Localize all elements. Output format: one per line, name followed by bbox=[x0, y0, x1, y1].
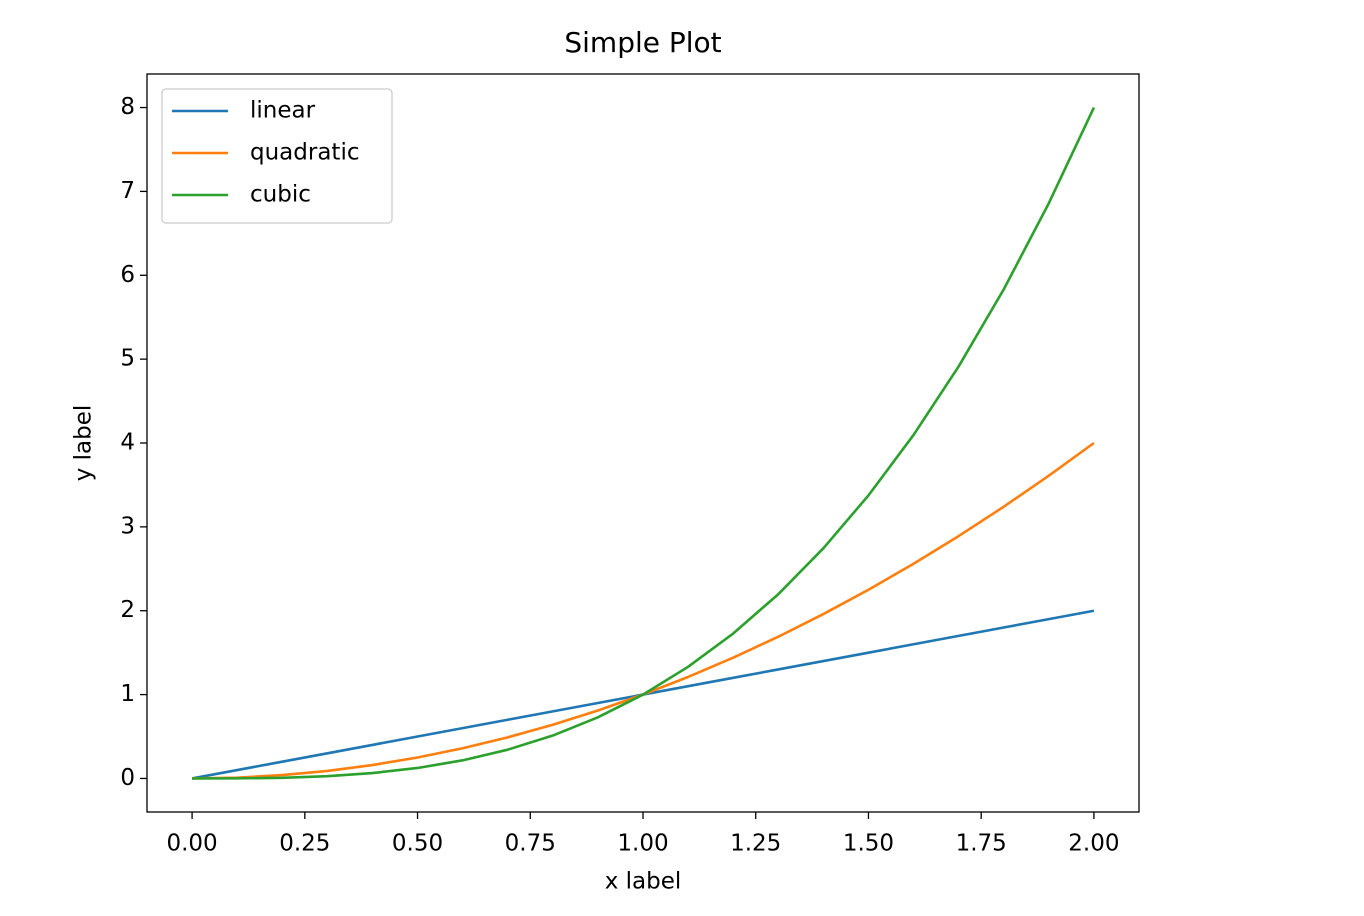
y-tick-label: 8 bbox=[120, 94, 135, 120]
chart-title: Simple Plot bbox=[564, 26, 721, 59]
x-tick-label: 0.75 bbox=[505, 831, 556, 857]
x-tick-label: 1.50 bbox=[843, 831, 894, 857]
y-tick-label: 7 bbox=[120, 178, 135, 204]
line-series bbox=[192, 441, 1095, 780]
x-tick-label: 1.25 bbox=[730, 831, 781, 857]
y-tick-label: 0 bbox=[120, 765, 135, 791]
x-tick-label: 0.50 bbox=[392, 831, 443, 857]
x-axis-label: x label bbox=[605, 869, 682, 895]
y-tick-label: 6 bbox=[120, 262, 135, 288]
plot-frame bbox=[146, 73, 1140, 813]
legend-box bbox=[161, 88, 393, 224]
x-tick-label: 0.25 bbox=[279, 831, 330, 857]
y-tick-label: 1 bbox=[120, 681, 135, 707]
y-tick-label: 4 bbox=[120, 430, 135, 456]
y-tick-label: 5 bbox=[120, 346, 135, 372]
x-tick-label: 1.00 bbox=[617, 831, 668, 857]
legend-label: linear bbox=[250, 98, 316, 124]
y-tick-label: 3 bbox=[120, 513, 135, 539]
x-tick-label: 2.00 bbox=[1068, 831, 1119, 857]
legend-label: quadratic bbox=[250, 140, 359, 166]
y-tick-label: 2 bbox=[120, 597, 135, 623]
legend-label: cubic bbox=[250, 182, 311, 208]
y-axis-label: y label bbox=[71, 405, 97, 482]
line-series bbox=[192, 106, 1096, 780]
x-tick-label: 1.75 bbox=[956, 831, 1007, 857]
x-tick-label: 0.00 bbox=[166, 831, 217, 857]
